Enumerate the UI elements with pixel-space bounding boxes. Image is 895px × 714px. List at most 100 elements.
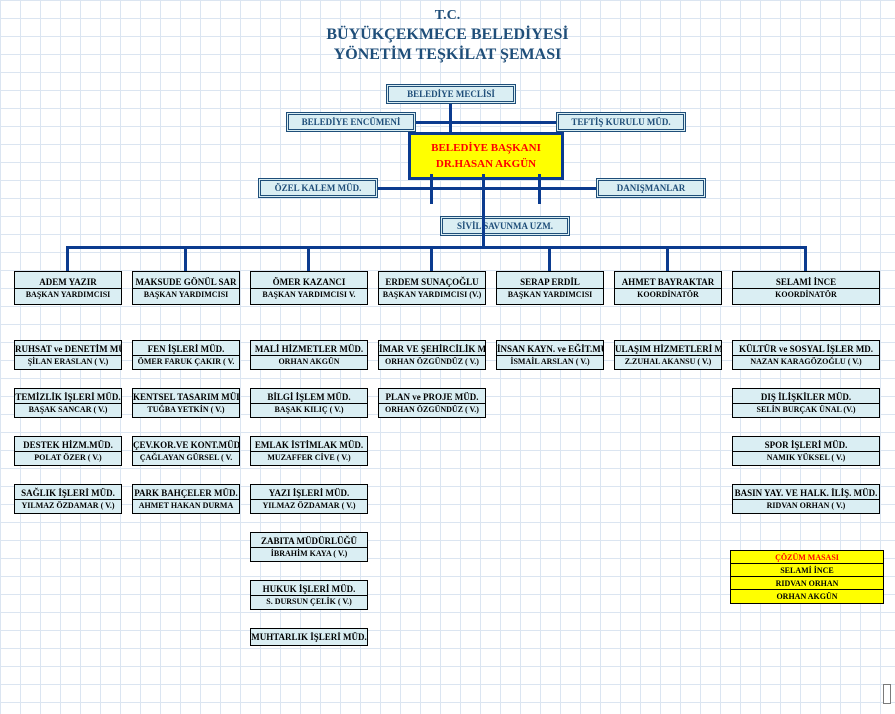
cozum-label: ÇÖZÜM MASASI xyxy=(731,553,883,562)
node-title: DIŞ İLİŞKİLER MÜD. xyxy=(733,391,879,403)
node-subtitle: KOORDİNATÖR xyxy=(615,289,721,300)
node-subtitle: BAŞAK KILIÇ ( V.) xyxy=(251,404,367,415)
node-title: SELAMİ İNCE xyxy=(733,276,879,288)
node-subtitle: KOORDİNATÖR xyxy=(733,289,879,300)
node-title: DESTEK HİZM.MÜD. xyxy=(15,439,121,451)
node-subtitle: TUĞBA YETKİN ( V.) xyxy=(133,404,239,415)
cozum-label: ORHAN AKGÜN xyxy=(731,592,883,601)
deputy-4: SERAP ERDİLBAŞKAN YARDIMCISI xyxy=(496,271,604,305)
title-line-1: T.C. xyxy=(0,8,895,24)
deputy-0: ADEM YAZIRBAŞKAN YARDIMCISI xyxy=(14,271,122,305)
node-ozel-kalem: ÖZEL KALEM MÜD. xyxy=(258,178,378,198)
node-subtitle: S. DURSUN ÇELİK ( V.) xyxy=(251,596,367,607)
dept-2-2: EMLAK İSTİMLAK MÜD.MUZAFFER CİVE ( V.) xyxy=(250,436,368,466)
connector xyxy=(548,246,551,271)
node-title: PLAN ve PROJE MÜD. xyxy=(379,391,485,403)
mayor-title: BELEDİYE BAŞKANI xyxy=(431,140,541,156)
dept-2-0: MALİ HİZMETLER MÜD.ORHAN AKGÜN xyxy=(250,340,368,370)
node-title: PARK BAHÇELER MÜD. xyxy=(133,487,239,499)
connector xyxy=(430,246,433,271)
connector xyxy=(416,121,556,124)
dept-1-1: KENTSEL TASARIM MÜD.TUĞBA YETKİN ( V.) xyxy=(132,388,240,418)
dept-1-2: ÇEV.KOR.VE KONT.MÜDÇAĞLAYAN GÜRSEL ( V. xyxy=(132,436,240,466)
dept-0-1: TEMİZLİK İŞLERİ MÜD.BAŞAK SANCAR ( V.) xyxy=(14,388,122,418)
node-title: RUHSAT ve DENETİM MÜD xyxy=(15,343,121,355)
node-label: BELEDİYE MECLİSİ xyxy=(389,88,513,100)
node-title: İMAR VE ŞEHİRCİLİK MÜD xyxy=(379,343,485,355)
connector xyxy=(430,174,433,204)
node-title: EMLAK İSTİMLAK MÜD. xyxy=(251,439,367,451)
node-encumen: BELEDİYE ENCÜMENİ xyxy=(286,112,416,132)
node-label: BELEDİYE ENCÜMENİ xyxy=(289,116,413,128)
node-teftis: TEFTİŞ KURULU MÜD. xyxy=(556,112,686,132)
node-subtitle: ORHAN ÖZGÜNDÜZ ( V.) xyxy=(379,356,485,367)
dept-1-0: FEN İŞLERİ MÜD.ÖMER FARUK ÇAKIR ( V. xyxy=(132,340,240,370)
title-line-2: BÜYÜKÇEKMECE BELEDİYESİ xyxy=(0,26,895,44)
node-title: FEN İŞLERİ MÜD. xyxy=(133,343,239,355)
connector xyxy=(307,246,310,271)
node-title: YAZI İŞLERİ MÜD. xyxy=(251,487,367,499)
node-danismanlar: DANIŞMANLAR xyxy=(596,178,706,198)
deputy-3: ERDEM SUNAÇOĞLUBAŞKAN YARDIMCISI (V.) xyxy=(378,271,486,305)
connector xyxy=(184,246,187,271)
dept-2-3: YAZI İŞLERİ MÜD.YILMAZ ÖZDAMAR ( V.) xyxy=(250,484,368,514)
connector xyxy=(66,246,69,271)
deputy-5: AHMET BAYRAKTARKOORDİNATÖR xyxy=(614,271,722,305)
node-subtitle: ORHAN AKGÜN xyxy=(251,356,367,367)
node-subtitle: SELİN BURÇAK ÜNAL (V.) xyxy=(733,404,879,415)
connector xyxy=(538,174,541,204)
node-sivil-savunma: SİVİL SAVUNMA UZM. xyxy=(440,216,570,236)
mayor-name: DR.HASAN AKGÜN xyxy=(436,156,536,172)
deputy-6: SELAMİ İNCEKOORDİNATÖR xyxy=(732,271,880,305)
node-subtitle: BAŞKAN YARDIMCISI xyxy=(497,289,603,300)
node-subtitle: POLAT ÖZER ( V.) xyxy=(15,452,121,463)
connector-bus xyxy=(66,246,806,249)
node-title: SERAP ERDİL xyxy=(497,276,603,288)
node-subtitle: BAŞKAN YARDIMCISI xyxy=(15,289,121,300)
scroll-indicator xyxy=(883,684,891,704)
node-subtitle: YILMAZ ÖZDAMAR ( V.) xyxy=(251,500,367,511)
node-title: KÜLTÜR ve SOSYAL İŞLER MD. xyxy=(733,343,879,355)
node-title: MAKSUDE GÖNÜL SAR xyxy=(133,276,239,288)
node-subtitle: İSMAİL ARSLAN ( V.) xyxy=(497,356,603,367)
node-subtitle: Z.ZUHAL AKANSU ( V.) xyxy=(615,356,721,367)
node-subtitle: BAŞAK SANCAR ( V.) xyxy=(15,404,121,415)
node-subtitle: MUZAFFER CİVE ( V.) xyxy=(251,452,367,463)
connector xyxy=(449,104,452,132)
title-line-3: YÖNETİM TEŞKİLAT ŞEMASI xyxy=(0,46,895,64)
node-title: MUHTARLIK İŞLERİ MÜD. xyxy=(251,631,367,643)
dept-6-2: SPOR İŞLERİ MÜD.NAMIK YÜKSEL ( V.) xyxy=(732,436,880,466)
node-title: BİLGİ İŞLEM MÜD. xyxy=(251,391,367,403)
dept-6-1: DIŞ İLİŞKİLER MÜD.SELİN BURÇAK ÜNAL (V.) xyxy=(732,388,880,418)
node-title: KENTSEL TASARIM MÜD. xyxy=(133,391,239,403)
dept-5-0: ULAŞIM HİZMETLERİ MÜD.Z.ZUHAL AKANSU ( V… xyxy=(614,340,722,370)
connector xyxy=(378,187,596,190)
cozum-label: SELAMİ İNCE xyxy=(731,566,883,575)
node-title: MALİ HİZMETLER MÜD. xyxy=(251,343,367,355)
node-label: ÖZEL KALEM MÜD. xyxy=(261,182,375,194)
node-subtitle: BAŞKAN YARDIMCISI xyxy=(133,289,239,300)
node-subtitle: ŞİLAN ERASLAN ( V.) xyxy=(15,356,121,367)
node-subtitle: NAMIK YÜKSEL ( V.) xyxy=(733,452,879,463)
node-subtitle: ÇAĞLAYAN GÜRSEL ( V. xyxy=(133,452,239,463)
node-title: ÇEV.KOR.VE KONT.MÜD xyxy=(133,439,239,451)
deputy-1: MAKSUDE GÖNÜL SARBAŞKAN YARDIMCISI xyxy=(132,271,240,305)
dept-1-3: PARK BAHÇELER MÜD.AHMET HAKAN DURMA xyxy=(132,484,240,514)
node-title: AHMET BAYRAKTAR xyxy=(615,276,721,288)
node-title: SAĞLIK İŞLERİ MÜD. xyxy=(15,487,121,499)
node-title: ADEM YAZIR xyxy=(15,276,121,288)
node-subtitle: NAZAN KARAGÖZOĞLU ( V.) xyxy=(733,356,879,367)
node-subtitle: AHMET HAKAN DURMA xyxy=(133,500,239,511)
dept-6-0: KÜLTÜR ve SOSYAL İŞLER MD.NAZAN KARAGÖZO… xyxy=(732,340,880,370)
node-subtitle: BAŞKAN YARDIMCISI (V.) xyxy=(379,289,485,300)
node-meclis: BELEDİYE MECLİSİ xyxy=(386,84,516,104)
node-title: ZABITA MÜDÜRLÜĞÜ xyxy=(251,535,367,547)
dept-2-5: HUKUK İŞLERİ MÜD.S. DURSUN ÇELİK ( V.) xyxy=(250,580,368,610)
connector xyxy=(804,246,807,271)
connector xyxy=(482,174,485,246)
cozum-label: RIDVAN ORHAN xyxy=(731,579,883,588)
dept-0-0: RUHSAT ve DENETİM MÜDŞİLAN ERASLAN ( V.) xyxy=(14,340,122,370)
node-label: SİVİL SAVUNMA UZM. xyxy=(443,220,567,232)
connector xyxy=(666,246,669,271)
dept-2-6: MUHTARLIK İŞLERİ MÜD. xyxy=(250,628,368,646)
